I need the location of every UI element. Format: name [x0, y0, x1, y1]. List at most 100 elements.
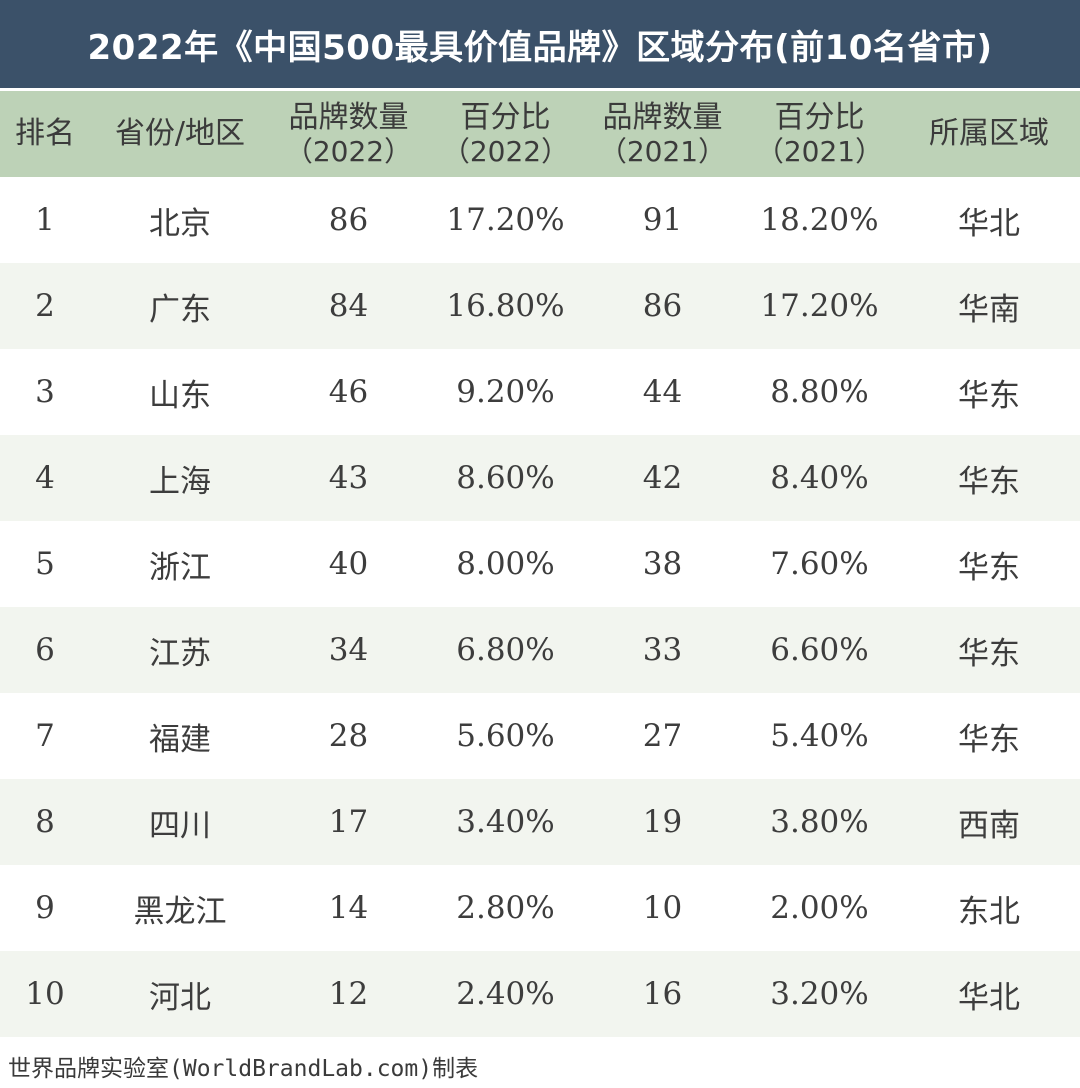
- header-region-label: 省份/地区: [114, 116, 246, 152]
- cell-area: 东北: [958, 893, 1020, 930]
- cell-area: 华北: [958, 205, 1020, 242]
- cell-count-2021: 91: [642, 202, 683, 238]
- cell-region: 四川: [149, 807, 211, 844]
- cell-pct-2022: 2.40%: [456, 976, 555, 1012]
- cell-count-2022: 40: [328, 546, 369, 582]
- cell-pct-2021: 8.80%: [770, 374, 869, 410]
- table-row: 5 浙江 40 8.00% 38 7.60% 华东: [0, 521, 1080, 607]
- cell-rank: 6: [35, 632, 55, 668]
- brand-distribution-table: 排名 省份/地区 品牌数量 （2022） 百分比 （2022） 品牌数量 （20…: [0, 91, 1080, 1037]
- cell-area: 华北: [958, 979, 1020, 1016]
- table-row: 4 上海 43 8.60% 42 8.40% 华东: [0, 435, 1080, 521]
- cell-rank: 1: [35, 202, 55, 238]
- table-row: 2 广东 84 16.80% 86 17.20% 华南: [0, 263, 1080, 349]
- table-row: 9 黑龙江 14 2.80% 10 2.00% 东北: [0, 865, 1080, 951]
- header-count-2022-label: 品牌数量: [288, 99, 409, 135]
- cell-pct-2021: 2.00%: [770, 890, 869, 926]
- title-divider: [0, 88, 1080, 91]
- cell-rank: 9: [35, 890, 55, 926]
- header-count-2021-year: （2021）: [598, 135, 727, 169]
- cell-pct-2021: 17.20%: [760, 288, 879, 324]
- cell-region: 福建: [149, 721, 211, 758]
- cell-pct-2021: 7.60%: [770, 546, 869, 582]
- header-area: 所属区域: [898, 116, 1080, 151]
- cell-count-2022: 34: [328, 632, 369, 668]
- header-region: 省份/地区: [90, 116, 270, 151]
- cell-area: 华东: [958, 549, 1020, 586]
- header-count-2021: 品牌数量 （2021）: [584, 100, 741, 168]
- cell-count-2021: 44: [642, 374, 683, 410]
- cell-area: 华东: [958, 463, 1020, 500]
- cell-region: 江苏: [149, 635, 211, 672]
- cell-count-2021: 33: [642, 632, 683, 668]
- cell-rank: 7: [35, 718, 55, 754]
- cell-count-2022: 46: [328, 374, 369, 410]
- table-row: 1 北京 86 17.20% 91 18.20% 华北: [0, 177, 1080, 263]
- table-row: 3 山东 46 9.20% 44 8.80% 华东: [0, 349, 1080, 435]
- cell-rank: 8: [35, 804, 55, 840]
- cell-area: 华东: [958, 377, 1020, 414]
- cell-pct-2022: 6.80%: [456, 632, 555, 668]
- cell-pct-2022: 8.00%: [456, 546, 555, 582]
- cell-count-2022: 28: [328, 718, 369, 754]
- cell-region: 北京: [149, 205, 211, 242]
- cell-pct-2022: 3.40%: [456, 804, 555, 840]
- cell-region: 河北: [149, 979, 211, 1016]
- cell-count-2022: 43: [328, 460, 369, 496]
- cell-count-2022: 86: [328, 202, 369, 238]
- cell-pct-2022: 16.80%: [446, 288, 565, 324]
- cell-area: 华东: [958, 721, 1020, 758]
- cell-pct-2022: 17.20%: [446, 202, 565, 238]
- header-pct-2022-label: 百分比: [460, 99, 551, 135]
- cell-region: 浙江: [149, 549, 211, 586]
- header-pct-2022-year: （2022）: [441, 135, 570, 169]
- cell-region: 山东: [149, 377, 211, 414]
- header-pct-2021-year: （2021）: [755, 135, 884, 169]
- header-pct-2021-label: 百分比: [774, 99, 865, 135]
- cell-count-2022: 14: [328, 890, 369, 926]
- header-area-label: 所属区域: [929, 116, 1049, 152]
- header-pct-2022: 百分比 （2022）: [427, 100, 584, 168]
- cell-rank: 2: [35, 288, 55, 324]
- cell-count-2022: 17: [328, 804, 369, 840]
- cell-rank: 3: [35, 374, 55, 410]
- cell-rank: 4: [35, 460, 55, 496]
- cell-area: 华东: [958, 635, 1020, 672]
- cell-pct-2021: 5.40%: [770, 718, 869, 754]
- header-pct-2021: 百分比 （2021）: [741, 100, 898, 168]
- cell-count-2021: 10: [642, 890, 683, 926]
- header-rank-label: 排名: [15, 116, 75, 152]
- cell-region: 黑龙江: [133, 893, 227, 930]
- table-row: 7 福建 28 5.60% 27 5.40% 华东: [0, 693, 1080, 779]
- cell-pct-2021: 3.80%: [770, 804, 869, 840]
- cell-pct-2022: 9.20%: [456, 374, 555, 410]
- cell-count-2021: 16: [642, 976, 683, 1012]
- cell-count-2022: 12: [328, 976, 369, 1012]
- cell-count-2021: 19: [642, 804, 683, 840]
- table-row: 8 四川 17 3.40% 19 3.80% 西南: [0, 779, 1080, 865]
- cell-count-2021: 27: [642, 718, 683, 754]
- cell-count-2021: 42: [642, 460, 683, 496]
- header-count-2022-year: （2022）: [284, 135, 413, 169]
- cell-pct-2022: 5.60%: [456, 718, 555, 754]
- cell-area: 西南: [958, 807, 1020, 844]
- cell-region: 上海: [149, 463, 211, 500]
- cell-pct-2022: 8.60%: [456, 460, 555, 496]
- cell-region: 广东: [149, 291, 211, 328]
- cell-count-2021: 38: [642, 546, 683, 582]
- source-note: 世界品牌实验室(WorldBrandLab.com)制表: [8, 1056, 479, 1082]
- table-row: 10 河北 12 2.40% 16 3.20% 华北: [0, 951, 1080, 1037]
- cell-pct-2021: 3.20%: [770, 976, 869, 1012]
- header-count-2022: 品牌数量 （2022）: [270, 100, 427, 168]
- cell-pct-2022: 2.80%: [456, 890, 555, 926]
- table-header-row: 排名 省份/地区 品牌数量 （2022） 百分比 （2022） 品牌数量 （20…: [0, 91, 1080, 177]
- cell-rank: 10: [25, 976, 65, 1012]
- cell-pct-2021: 8.40%: [770, 460, 869, 496]
- cell-pct-2021: 6.60%: [770, 632, 869, 668]
- cell-count-2021: 86: [642, 288, 683, 324]
- cell-area: 华南: [958, 291, 1020, 328]
- cell-count-2022: 84: [328, 288, 369, 324]
- cell-pct-2021: 18.20%: [760, 202, 879, 238]
- cell-rank: 5: [35, 546, 55, 582]
- table-title: 2022年《中国500最具价值品牌》区域分布(前10名省市): [0, 0, 1080, 88]
